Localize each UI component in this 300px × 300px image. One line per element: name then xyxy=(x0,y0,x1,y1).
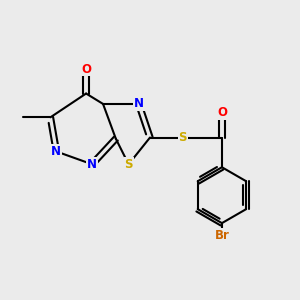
Text: O: O xyxy=(217,106,227,119)
Text: S: S xyxy=(124,158,133,171)
Text: S: S xyxy=(178,131,187,144)
Text: N: N xyxy=(51,145,62,158)
Text: N: N xyxy=(87,158,97,171)
Text: N: N xyxy=(134,98,144,110)
Text: O: O xyxy=(81,63,91,76)
Text: Br: Br xyxy=(214,229,230,242)
